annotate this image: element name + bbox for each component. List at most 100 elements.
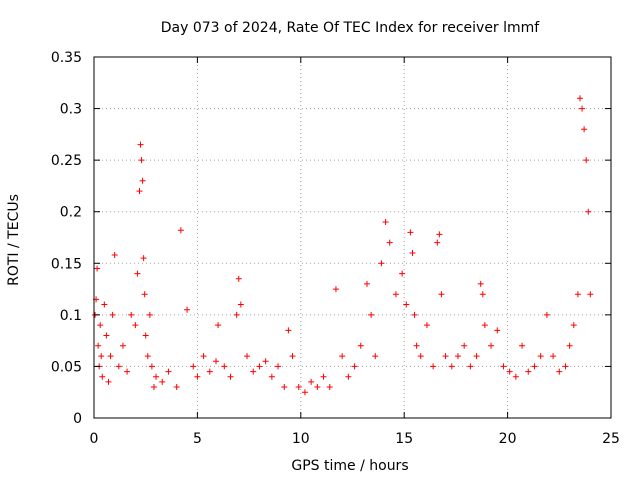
data-point: [320, 373, 327, 380]
data-point: [132, 322, 139, 329]
x-tick-label: 15: [395, 431, 413, 447]
data-point: [142, 332, 149, 339]
data-point: [550, 353, 557, 360]
data-point: [159, 378, 166, 385]
data-point: [140, 255, 147, 262]
data-point: [423, 322, 430, 329]
data-point: [141, 291, 148, 298]
data-point: [289, 353, 296, 360]
data-point: [473, 353, 480, 360]
data-point: [357, 342, 364, 349]
data-point: [479, 291, 486, 298]
data-point: [109, 311, 116, 318]
data-point: [124, 368, 131, 375]
data-point: [442, 353, 449, 360]
data-point: [215, 322, 222, 329]
data-point: [461, 342, 468, 349]
data-point: [139, 177, 146, 184]
data-point: [107, 353, 114, 360]
data-point: [351, 363, 358, 370]
data-point: [566, 342, 573, 349]
data-point: [268, 373, 275, 380]
data-point: [467, 363, 474, 370]
data-point: [399, 270, 406, 277]
data-point: [378, 260, 385, 267]
data-point: [244, 353, 251, 360]
data-points: [92, 95, 594, 396]
data-point: [301, 389, 308, 396]
data-point: [146, 311, 153, 318]
chart-title: Day 073 of 2024, Rate Of TEC Index for r…: [161, 20, 541, 36]
y-tick-label: 0: [73, 411, 82, 427]
data-point: [165, 368, 172, 375]
data-point: [500, 363, 507, 370]
y-tick-label: 0.15: [51, 256, 82, 272]
data-point: [153, 373, 160, 380]
data-point: [190, 363, 197, 370]
data-point: [101, 301, 108, 308]
data-point: [583, 157, 590, 164]
x-axis-label: GPS time / hours: [291, 458, 408, 474]
data-point: [250, 368, 257, 375]
data-point: [562, 363, 569, 370]
data-point: [206, 368, 213, 375]
data-point: [477, 280, 484, 287]
data-point: [512, 373, 519, 380]
y-tick-label: 0.25: [51, 153, 82, 169]
data-point: [579, 105, 586, 112]
data-point: [556, 368, 563, 375]
data-point: [314, 384, 321, 391]
x-tick-label: 5: [193, 431, 202, 447]
data-point: [326, 384, 333, 391]
data-point: [332, 286, 339, 293]
data-point: [339, 353, 346, 360]
data-point: [372, 353, 379, 360]
data-point: [519, 342, 526, 349]
data-point: [585, 208, 592, 215]
data-point: [119, 342, 126, 349]
data-point: [438, 291, 445, 298]
data-point: [537, 353, 544, 360]
data-point: [95, 342, 102, 349]
data-point: [576, 95, 583, 102]
y-tick-label: 0.05: [51, 359, 82, 375]
data-point: [275, 363, 282, 370]
data-point: [417, 353, 424, 360]
data-point: [494, 327, 501, 334]
data-point: [386, 239, 393, 246]
data-point: [506, 368, 513, 375]
x-tick-label: 20: [499, 431, 517, 447]
data-point: [430, 363, 437, 370]
y-tick-label: 0.35: [51, 50, 82, 66]
data-point: [200, 353, 207, 360]
data-point: [194, 373, 201, 380]
data-point: [105, 378, 112, 385]
y-tick-label: 0.1: [60, 308, 82, 324]
data-point: [574, 291, 581, 298]
data-point: [409, 249, 416, 256]
data-point: [235, 275, 242, 282]
data-point: [488, 342, 495, 349]
data-point: [148, 363, 155, 370]
tick-layer: 0 0.05 0.1 0.15 0.2 0.25 0.3 0.35 0 5 10 15 20 25: [51, 50, 620, 447]
data-point: [392, 291, 399, 298]
data-point: [227, 373, 234, 380]
data-point: [184, 306, 191, 313]
plot-frame: [93, 56, 612, 419]
data-point: [137, 141, 144, 148]
data-point: [525, 368, 532, 375]
data-point: [115, 363, 122, 370]
data-point: [177, 227, 184, 234]
data-point: [448, 363, 455, 370]
data-point: [103, 332, 110, 339]
x-tick-label: 0: [90, 431, 99, 447]
data-point: [531, 363, 538, 370]
data-point: [144, 353, 151, 360]
y-tick-label: 0.3: [60, 102, 82, 118]
data-point: [97, 322, 104, 329]
data-point: [481, 322, 488, 329]
data-point: [570, 322, 577, 329]
data-point: [237, 301, 244, 308]
data-point: [413, 342, 420, 349]
